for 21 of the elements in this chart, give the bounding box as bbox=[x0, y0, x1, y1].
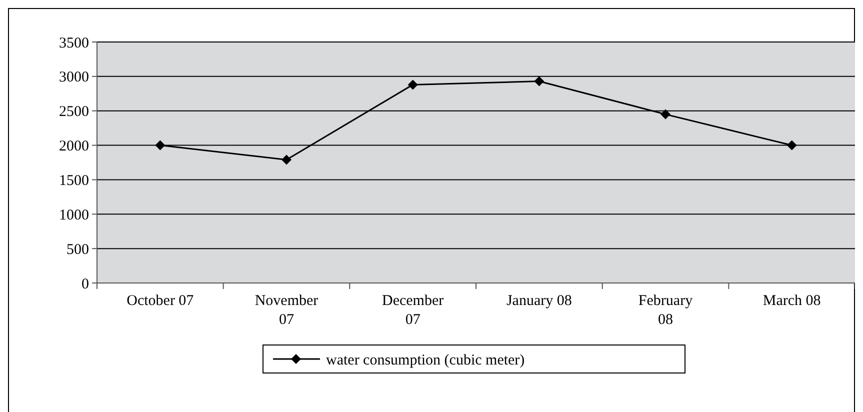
y-tick-label: 2500 bbox=[59, 104, 89, 120]
point bbox=[786, 140, 797, 150]
x-tick-label: December 07 bbox=[382, 293, 444, 328]
x-tick-label: March 08 bbox=[762, 293, 821, 309]
point bbox=[534, 76, 544, 86]
x-tick-label: November 07 bbox=[254, 293, 318, 328]
legend-label: water consumption (cubic meter) bbox=[326, 352, 525, 368]
x-tick-label: October 07 bbox=[126, 293, 194, 309]
point bbox=[408, 80, 418, 90]
point bbox=[155, 140, 166, 150]
y-tick-label: 500 bbox=[66, 242, 89, 258]
point bbox=[282, 154, 292, 165]
y-tick-label: 1500 bbox=[59, 172, 89, 189]
y-tick-label: 1000 bbox=[59, 207, 89, 224]
x-tick-label: January 08 bbox=[506, 293, 572, 309]
y-tick-label: 3000 bbox=[59, 70, 89, 86]
y-tick-label: 0 bbox=[82, 276, 89, 292]
y-tick-label: 2000 bbox=[59, 138, 89, 155]
point bbox=[660, 109, 670, 120]
y-tick-label: 3500 bbox=[59, 35, 89, 52]
x-tick-label: February 08 bbox=[638, 293, 694, 328]
